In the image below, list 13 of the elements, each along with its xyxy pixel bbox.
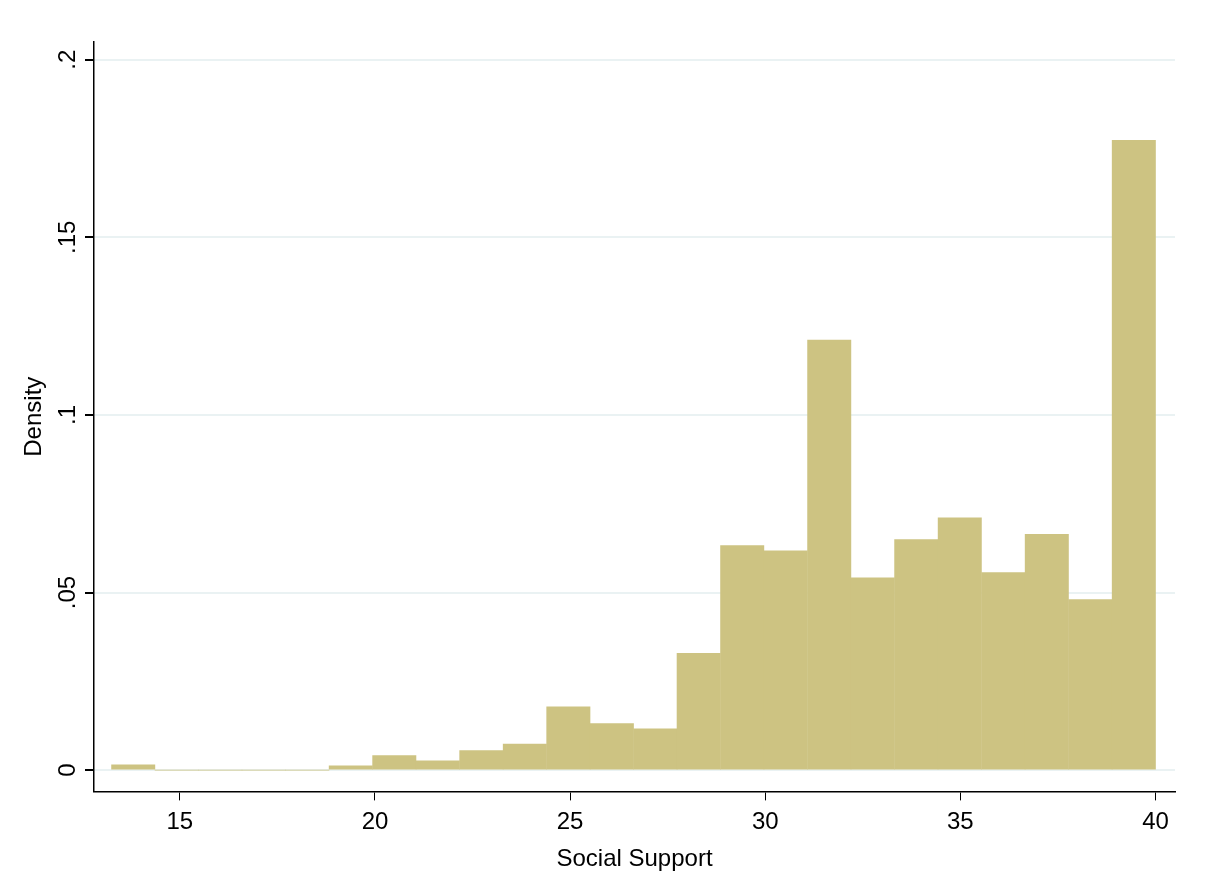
y-tick-label: .05 — [52, 575, 80, 610]
x-tick-label: 25 — [556, 807, 584, 835]
x-axis-title: Social Support — [556, 844, 713, 872]
y-tick-label: .2 — [52, 49, 80, 70]
y-tick-label: 0 — [52, 763, 80, 777]
y-tick-label: .1 — [52, 404, 80, 425]
x-tick-label: 30 — [751, 807, 779, 835]
y-tick-label: .15 — [52, 220, 80, 255]
x-tick-label: 35 — [947, 807, 974, 835]
x-tick-label: 20 — [361, 807, 389, 835]
x-tick-label: 15 — [166, 807, 194, 835]
y-axis-title: Density — [19, 376, 47, 457]
x-tick-label: 40 — [1142, 807, 1169, 835]
